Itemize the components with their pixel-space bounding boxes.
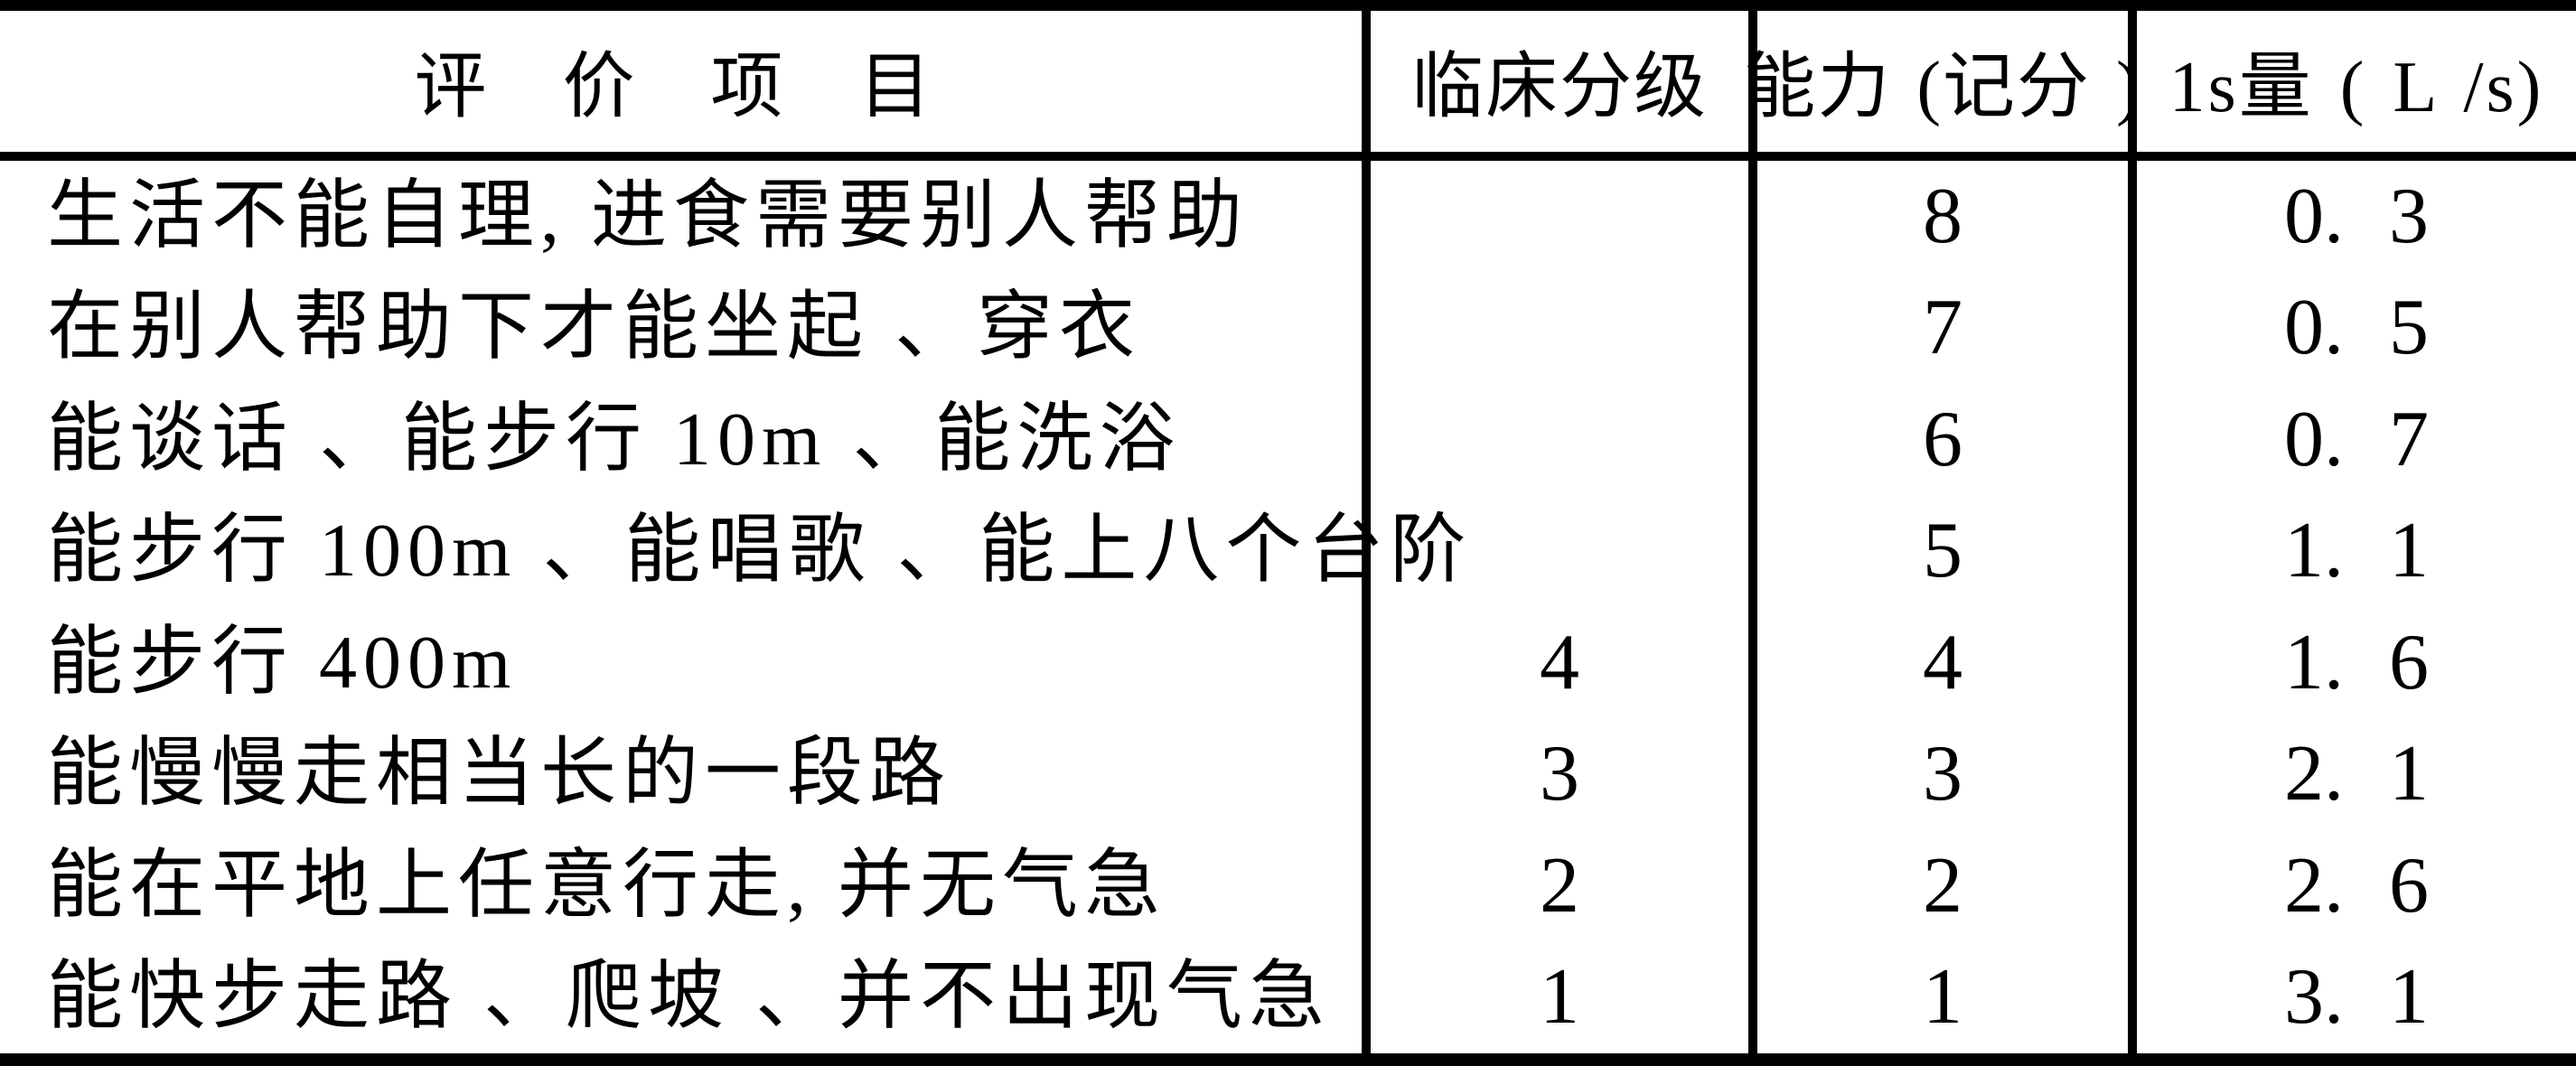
clinical-grade-cell — [1362, 495, 1748, 607]
evaluation-item-cell: 能谈话 、能步行 10m 、能洗浴 — [47, 397, 1182, 482]
clinical-grade-cell: 3 — [1362, 718, 1748, 830]
table-row: 能在平地上任意行走, 并无气急 2 2 2. 6 — [0, 830, 2576, 942]
clinical-grade-cell: 2 — [1362, 830, 1748, 942]
ability-score-cell: 2 — [1748, 830, 2128, 942]
ability-score-cell: 1 — [1748, 941, 2128, 1053]
fev1-cell: 0. 5 — [2128, 272, 2576, 384]
ability-score-cell: 8 — [1748, 161, 2128, 273]
evaluation-item-cell: 能步行 100m 、能唱歌 、能上八个台阶 — [47, 509, 1473, 594]
column-header-evaluation-items: 评 价 项 目 — [414, 48, 948, 127]
table-row: 能步行 400m 4 4 1. 6 — [0, 607, 2576, 719]
evaluation-item-cell: 能快步走路 、爬坡 、并不出现气急 — [47, 955, 1332, 1040]
clinical-grade-cell: 4 — [1362, 607, 1748, 719]
ability-score-cell: 5 — [1748, 495, 2128, 607]
evaluation-item-cell: 生活不能自理, 进食需要别人帮助 — [47, 173, 1250, 258]
fev1-cell: 3. 1 — [2128, 941, 2576, 1053]
clinical-grade-cell — [1362, 272, 1748, 384]
ability-score-cell: 6 — [1748, 384, 2128, 496]
ability-score-cell: 7 — [1748, 272, 2128, 384]
fev1-cell: 1. 6 — [2128, 607, 2576, 719]
table-row: 能谈话 、能步行 10m 、能洗浴 6 0. 7 — [0, 384, 2576, 496]
fev1-cell: 2. 1 — [2128, 718, 2576, 830]
fev1-cell: 0. 7 — [2128, 384, 2576, 496]
evaluation-item-cell: 能步行 400m — [47, 620, 518, 705]
fev1-cell: 2. 6 — [2128, 830, 2576, 942]
ability-score-cell: 3 — [1748, 718, 2128, 830]
clinical-grade-cell: 1 — [1362, 941, 1748, 1053]
evaluation-item-cell: 在别人帮助下才能坐起 、穿衣 — [47, 285, 1142, 370]
clinical-grade-cell — [1362, 384, 1748, 496]
table-row: 生活不能自理, 进食需要别人帮助 8 0. 3 — [0, 161, 2576, 273]
column-header-ability-score: 能力 (记分 ) — [1743, 11, 2140, 152]
fev1-cell: 0. 3 — [2128, 161, 2576, 273]
column-header-fev1: 1s量 ( L /s) — [2128, 11, 2576, 152]
ability-score-cell: 4 — [1748, 607, 2128, 719]
table-row: 在别人帮助下才能坐起 、穿衣 7 0. 5 — [0, 272, 2576, 384]
fev1-cell: 1. 1 — [2128, 495, 2576, 607]
table-header-row: 评 价 项 目 临床分级 能力 (记分 ) 1s量 ( L /s) — [0, 11, 2576, 161]
table-row: 能慢慢走相当长的一段路 3 3 2. 1 — [0, 718, 2576, 830]
evaluation-item-cell: 能在平地上任意行走, 并无气急 — [47, 843, 1167, 928]
column-header-clinical-grade: 临床分级 — [1362, 11, 1748, 152]
clinical-grade-cell — [1362, 161, 1748, 273]
evaluation-item-cell: 能慢慢走相当长的一段路 — [47, 732, 952, 817]
table-row: 能步行 100m 、能唱歌 、能上八个台阶 5 1. 1 — [0, 495, 2576, 607]
table-row: 能快步走路 、爬坡 、并不出现气急 1 1 3. 1 — [0, 941, 2576, 1053]
